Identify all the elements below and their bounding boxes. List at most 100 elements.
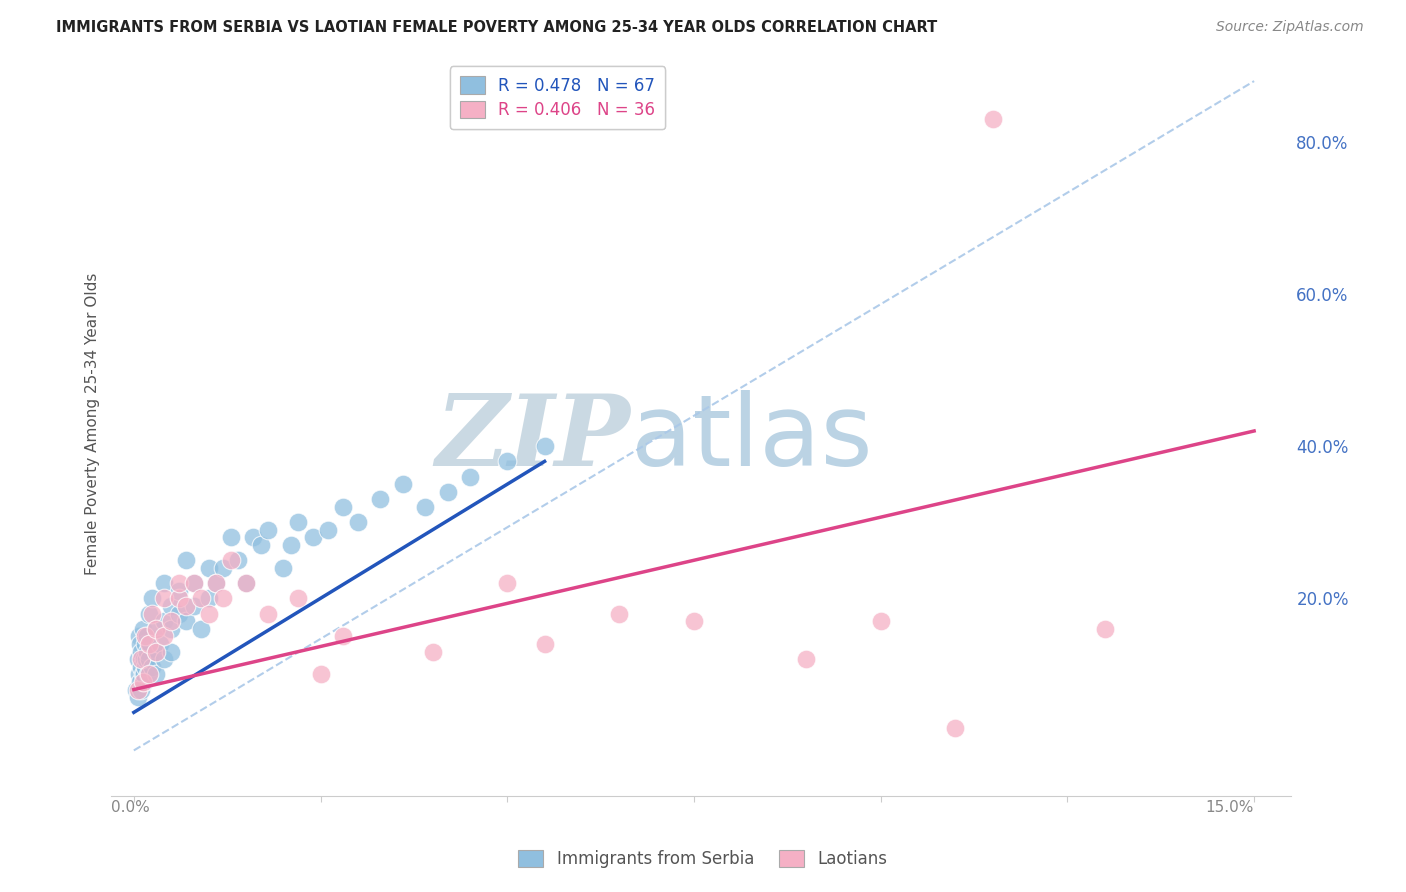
Point bbox=[132, 675, 155, 690]
Point bbox=[869, 614, 891, 628]
Point bbox=[125, 682, 148, 697]
Point bbox=[212, 591, 235, 606]
Point bbox=[160, 599, 183, 613]
Point bbox=[302, 531, 325, 545]
Point bbox=[235, 576, 257, 591]
Text: Source: ZipAtlas.com: Source: ZipAtlas.com bbox=[1216, 20, 1364, 34]
Point bbox=[422, 644, 444, 658]
Point bbox=[129, 659, 152, 673]
Point bbox=[197, 591, 219, 606]
Point bbox=[287, 591, 309, 606]
Point bbox=[533, 439, 555, 453]
Point bbox=[368, 492, 391, 507]
Point bbox=[205, 576, 228, 591]
Point bbox=[257, 607, 280, 621]
Point bbox=[228, 553, 250, 567]
Point bbox=[683, 614, 706, 628]
Point bbox=[235, 576, 257, 591]
Point bbox=[183, 576, 205, 591]
Point bbox=[134, 629, 156, 643]
Point bbox=[271, 561, 294, 575]
Point bbox=[129, 644, 152, 658]
Text: atlas: atlas bbox=[631, 390, 872, 487]
Point bbox=[127, 652, 149, 666]
Point bbox=[128, 667, 150, 681]
Point bbox=[205, 576, 228, 591]
Text: 0.0%: 0.0% bbox=[111, 800, 150, 815]
Point bbox=[1094, 622, 1116, 636]
Point bbox=[607, 607, 630, 621]
Point bbox=[160, 622, 183, 636]
Point bbox=[183, 599, 205, 613]
Point bbox=[160, 614, 183, 628]
Point bbox=[152, 629, 174, 643]
Point bbox=[160, 644, 183, 658]
Point bbox=[134, 659, 156, 673]
Point bbox=[249, 538, 271, 552]
Point bbox=[167, 607, 190, 621]
Point bbox=[145, 644, 167, 658]
Point bbox=[129, 682, 152, 697]
Point bbox=[152, 652, 174, 666]
Point bbox=[132, 652, 155, 666]
Point bbox=[794, 652, 817, 666]
Point bbox=[943, 721, 966, 735]
Text: 15.0%: 15.0% bbox=[1206, 800, 1254, 815]
Legend: Immigrants from Serbia, Laotians: Immigrants from Serbia, Laotians bbox=[512, 843, 894, 875]
Point bbox=[174, 599, 197, 613]
Point bbox=[190, 591, 212, 606]
Point bbox=[134, 637, 156, 651]
Point bbox=[141, 591, 163, 606]
Point bbox=[174, 614, 197, 628]
Point bbox=[183, 576, 205, 591]
Y-axis label: Female Poverty Among 25-34 Year Olds: Female Poverty Among 25-34 Year Olds bbox=[86, 272, 100, 574]
Point bbox=[145, 667, 167, 681]
Point bbox=[332, 629, 354, 643]
Point bbox=[219, 531, 242, 545]
Point bbox=[127, 682, 149, 697]
Point bbox=[135, 644, 157, 658]
Text: ZIP: ZIP bbox=[436, 390, 631, 486]
Point bbox=[149, 637, 172, 651]
Point bbox=[129, 652, 152, 666]
Point bbox=[174, 553, 197, 567]
Text: IMMIGRANTS FROM SERBIA VS LAOTIAN FEMALE POVERTY AMONG 25-34 YEAR OLDS CORRELATI: IMMIGRANTS FROM SERBIA VS LAOTIAN FEMALE… bbox=[56, 20, 938, 35]
Point bbox=[138, 652, 160, 666]
Point bbox=[128, 629, 150, 643]
Point bbox=[128, 637, 150, 651]
Point bbox=[136, 667, 159, 681]
Point bbox=[128, 675, 150, 690]
Point bbox=[138, 637, 160, 651]
Point bbox=[391, 477, 413, 491]
Point bbox=[413, 500, 436, 514]
Point bbox=[347, 515, 370, 529]
Point bbox=[219, 553, 242, 567]
Point bbox=[145, 622, 167, 636]
Point bbox=[212, 561, 235, 575]
Point bbox=[167, 583, 190, 598]
Point bbox=[141, 659, 163, 673]
Point bbox=[167, 591, 190, 606]
Point bbox=[242, 531, 264, 545]
Point bbox=[152, 576, 174, 591]
Point bbox=[190, 622, 212, 636]
Point bbox=[136, 629, 159, 643]
Point bbox=[316, 523, 339, 537]
Point bbox=[132, 667, 155, 681]
Legend: R = 0.478   N = 67, R = 0.406   N = 36: R = 0.478 N = 67, R = 0.406 N = 36 bbox=[450, 67, 665, 129]
Point bbox=[134, 667, 156, 681]
Point bbox=[287, 515, 309, 529]
Point bbox=[197, 607, 219, 621]
Point bbox=[981, 112, 1004, 127]
Point bbox=[145, 622, 167, 636]
Point bbox=[132, 622, 155, 636]
Point bbox=[458, 469, 481, 483]
Point bbox=[141, 607, 163, 621]
Point bbox=[127, 690, 149, 705]
Point bbox=[132, 675, 155, 690]
Point bbox=[280, 538, 302, 552]
Point bbox=[152, 614, 174, 628]
Point bbox=[309, 667, 332, 681]
Point bbox=[135, 652, 157, 666]
Point bbox=[496, 576, 519, 591]
